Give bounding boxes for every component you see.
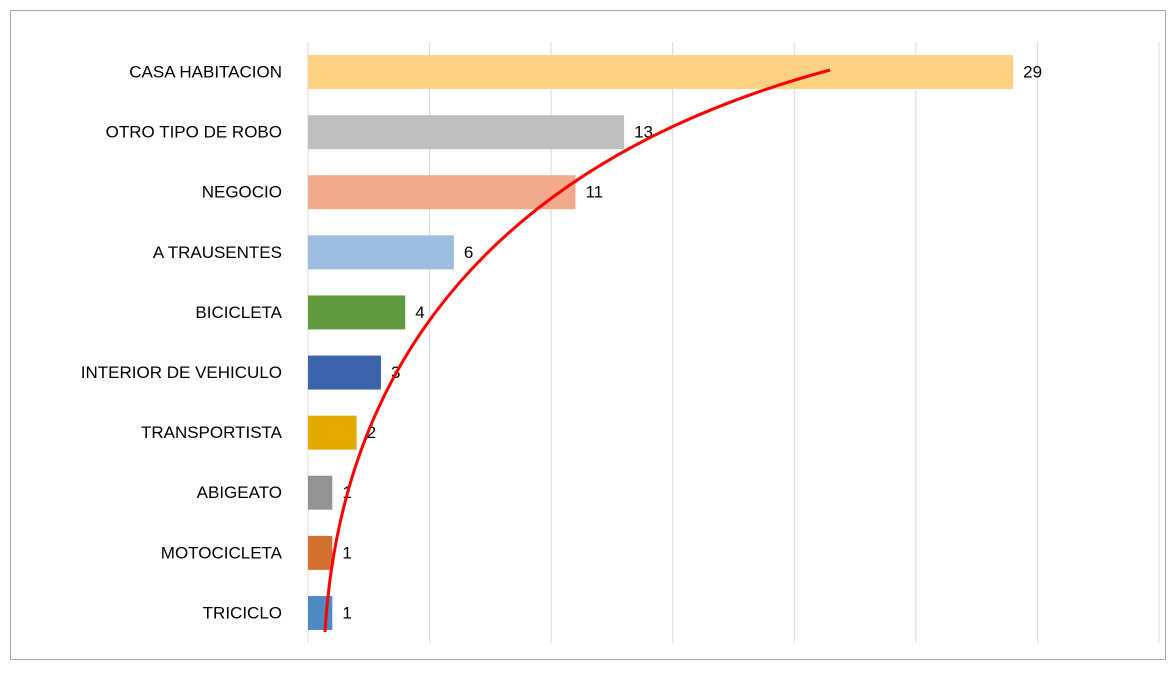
- bar: [308, 55, 1014, 90]
- data-label: 6: [464, 243, 473, 262]
- y-tick-label: BICICLETA: [195, 303, 282, 322]
- bar: [308, 115, 625, 150]
- data-label: 1: [342, 603, 351, 622]
- bar: [308, 295, 406, 330]
- bar: [308, 475, 333, 510]
- data-label: 29: [1023, 63, 1042, 82]
- bar: [308, 175, 576, 210]
- bar: [308, 535, 333, 570]
- y-tick-label: CASA HABITACION: [129, 63, 282, 82]
- bar: [308, 355, 381, 390]
- data-label: 11: [585, 183, 603, 202]
- y-tick-label: NEGOCIO: [202, 183, 282, 202]
- data-label: 4: [415, 303, 424, 322]
- data-label: 1: [342, 543, 351, 562]
- bar: [308, 235, 454, 270]
- data-label: 2: [367, 423, 376, 442]
- annotation-curve: [323, 68, 831, 633]
- y-tick-label: TRANSPORTISTA: [141, 423, 283, 442]
- y-tick-label: INTERIOR DE VEHICULO: [81, 363, 282, 382]
- y-tick-label: OTRO TIPO DE ROBO: [106, 123, 282, 142]
- y-tick-label: MOTOCICLETA: [161, 543, 283, 562]
- y-tick-label: ABIGEATO: [197, 483, 282, 502]
- y-tick-label: TRICICLO: [203, 603, 282, 622]
- y-tick-label: A TRAUSENTES: [153, 243, 282, 262]
- bar: [308, 415, 357, 450]
